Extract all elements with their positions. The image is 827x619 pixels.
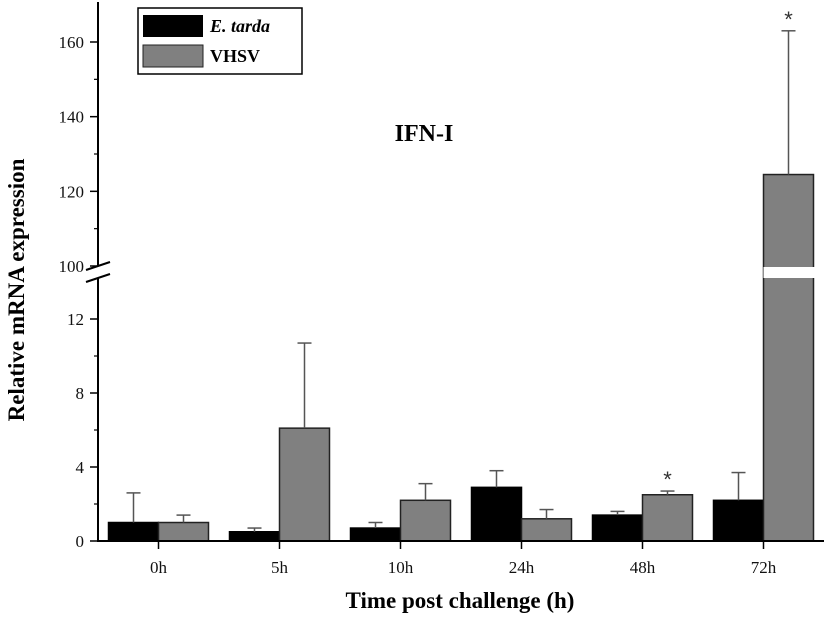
- bar-vhsv-0h: [157, 521, 210, 542]
- error-bar-e-tarda-48h: [610, 510, 625, 516]
- error-bars-layer: [126, 30, 796, 532]
- legend-swatch-vhsv: [142, 44, 204, 68]
- y-tick-label: 0: [76, 532, 85, 551]
- x-tick-label-10h: 10h: [388, 558, 414, 577]
- x-tick-label-24h: 24h: [509, 558, 535, 577]
- bar-vhsv-5h: [278, 427, 331, 542]
- bar-vhsv-24h: [520, 518, 573, 542]
- error-bar-e-tarda-72h: [731, 471, 746, 501]
- x-tick-label-0h: 0h: [150, 558, 168, 577]
- error-bar-vhsv-10h: [418, 482, 433, 501]
- y-axis-break-mark-bottom: [85, 273, 111, 283]
- x-tick-label-72h: 72h: [751, 558, 777, 577]
- y-tick-label: 8: [76, 384, 85, 403]
- bar-vhsv-72h: [762, 173, 815, 542]
- bar-e-tarda-10h: [349, 527, 402, 542]
- x-ticks-layer: 0h 5h 10h 24h 48h 72h: [150, 541, 777, 577]
- bar-e-tarda-24h: [470, 486, 523, 542]
- y-tick-label: 160: [59, 33, 85, 52]
- bar-e-tarda-72h: [712, 499, 765, 542]
- bar-break-band: [763, 267, 816, 278]
- annotations-layer: **: [663, 7, 793, 492]
- y-tick-label: 100: [59, 257, 85, 276]
- bar-vhsv-10h: [399, 499, 452, 542]
- significance-marker: *: [663, 467, 672, 492]
- error-bar-e-tarda-5h: [247, 527, 262, 532]
- legend-swatch-e-tarda: [143, 15, 203, 37]
- error-bar-vhsv-48h: [660, 490, 675, 495]
- x-tick-label-48h: 48h: [630, 558, 656, 577]
- y-tick-label: 140: [59, 108, 85, 127]
- bar-e-tarda-0h: [107, 521, 160, 542]
- y-ticks-layer: 0 4 8 12 100 120 140 160: [59, 33, 98, 551]
- y-axis-title: Relative mRNA expression: [4, 158, 29, 421]
- y-tick-label: 12: [67, 310, 84, 329]
- chart-title: IFN-I: [395, 121, 454, 147]
- significance-marker: *: [784, 7, 793, 32]
- error-bar-vhsv-5h: [297, 342, 312, 429]
- bar-vhsv-48h: [641, 494, 694, 542]
- x-axis-title: Time post challenge (h): [346, 588, 575, 613]
- bar-e-tarda-48h: [591, 514, 644, 542]
- bars-layer: [107, 173, 816, 542]
- error-bar-e-tarda-24h: [489, 469, 504, 488]
- bar-e-tarda-5h: [228, 531, 281, 542]
- x-tick-label-5h: 5h: [271, 558, 289, 577]
- error-bar-e-tarda-10h: [368, 521, 383, 529]
- error-bar-vhsv-72h: [781, 30, 796, 175]
- legend-label-e-tarda: E. tarda: [209, 16, 270, 36]
- error-bar-e-tarda-0h: [126, 492, 141, 523]
- legend: E. tarda VHSV: [137, 7, 303, 75]
- y-tick-label: 120: [59, 182, 85, 201]
- y-tick-label: 4: [76, 458, 85, 477]
- error-bar-vhsv-24h: [539, 508, 554, 519]
- axes: [85, 2, 824, 542]
- legend-label-vhsv: VHSV: [210, 46, 260, 66]
- error-bar-vhsv-0h: [176, 514, 191, 523]
- y-axis-break-gap: [92, 266, 104, 278]
